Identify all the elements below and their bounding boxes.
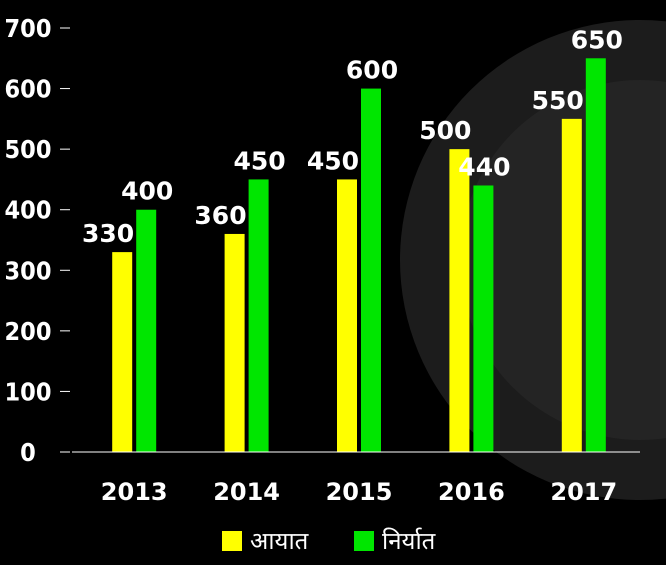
bar-export-2017 [585, 58, 606, 453]
data-label: 450 [234, 146, 286, 175]
y-tick-label: 400 [5, 196, 52, 225]
data-label: 400 [121, 177, 173, 206]
data-label: 500 [419, 116, 471, 145]
bar-import-2016 [449, 149, 470, 452]
legend-swatch [222, 531, 242, 551]
data-label: 360 [194, 201, 246, 230]
bar-import-2013 [112, 252, 133, 452]
legend-swatch [354, 531, 374, 551]
x-tick-label: 2015 [326, 478, 393, 506]
legend-label: निर्यात [382, 527, 437, 555]
y-tick-label: 300 [5, 256, 52, 285]
bar-export-2013 [136, 209, 157, 452]
x-tick-label: 2016 [438, 478, 505, 506]
y-tick-label: 700 [5, 14, 52, 43]
legend: आयात निर्यात [222, 527, 437, 555]
data-label: 440 [458, 152, 510, 181]
y-tick-label: 0 [20, 438, 36, 467]
y-axis: 0 100 200 300 400 500 600 700 [5, 14, 70, 467]
bar-export-2014 [248, 179, 269, 452]
x-tick-label: 2017 [550, 478, 617, 506]
bar-import-2014 [224, 233, 245, 452]
y-tick-label: 200 [5, 317, 52, 346]
data-label: 450 [307, 146, 359, 175]
data-label: 330 [82, 219, 134, 248]
bars [112, 58, 606, 453]
x-axis: 2013 2014 2015 2016 2017 [72, 451, 640, 506]
y-tick-label: 500 [5, 135, 52, 164]
data-labels: 330 400 360 450 450 600 500 440 550 650 [82, 25, 623, 248]
x-tick-label: 2013 [101, 478, 168, 506]
x-tick-label: 2014 [213, 478, 280, 506]
bar-import-2017 [561, 118, 582, 452]
data-label: 550 [532, 86, 584, 115]
y-tick-label: 100 [5, 377, 52, 406]
bar-export-2016 [473, 185, 494, 452]
y-tick-label: 600 [5, 75, 52, 104]
data-label: 600 [346, 56, 398, 85]
data-label: 650 [571, 25, 623, 54]
bar-export-2015 [361, 88, 381, 453]
bar-import-2015 [337, 179, 357, 452]
legend-label: आयात [250, 527, 310, 555]
